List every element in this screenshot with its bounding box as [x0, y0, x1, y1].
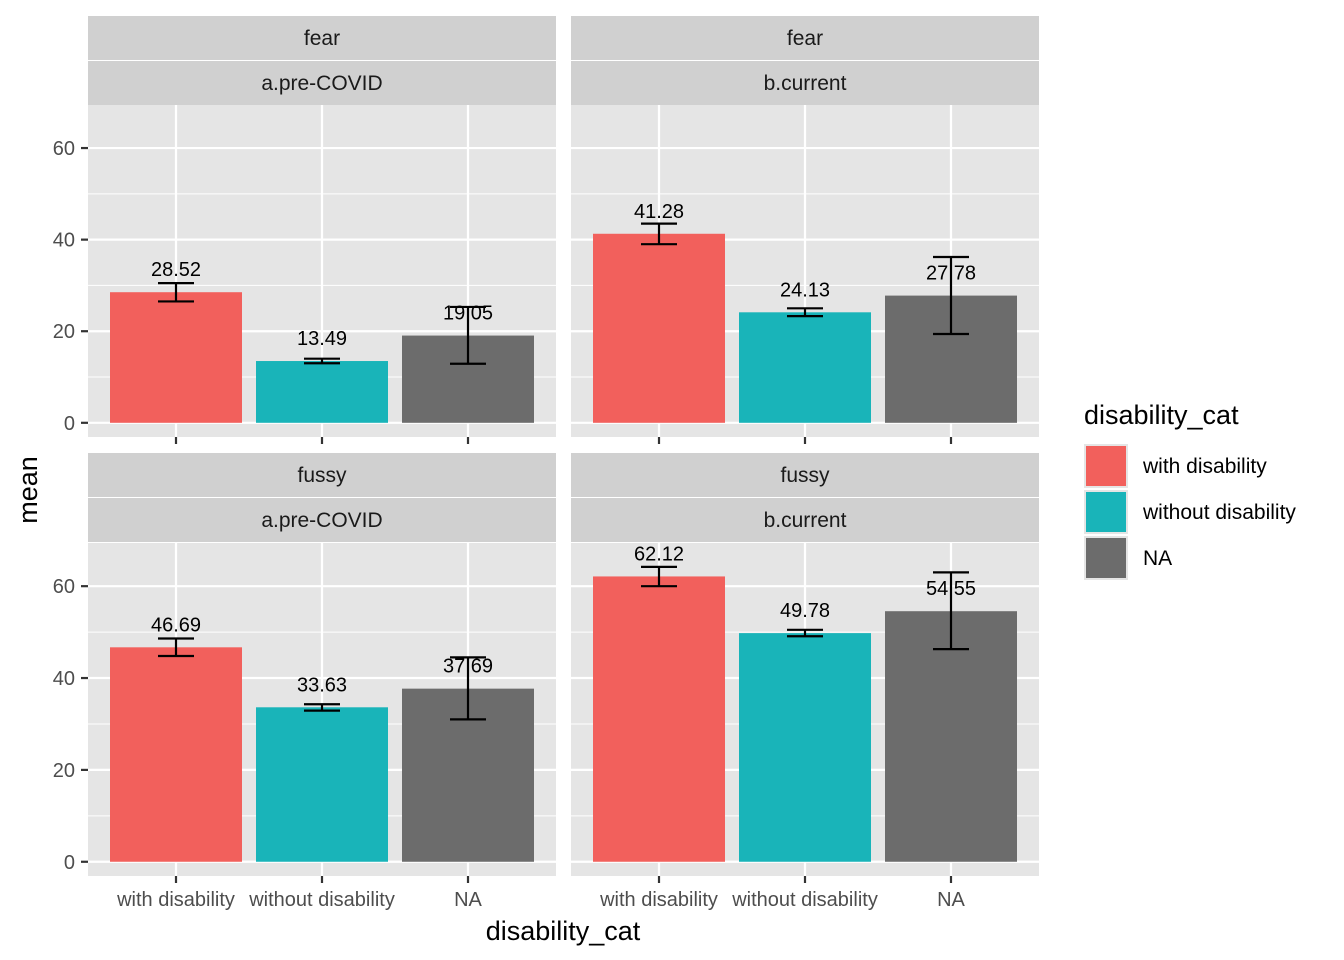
strip-label-period: a.pre-COVID	[261, 72, 382, 95]
error-bar	[158, 282, 194, 303]
legend-label-without-disability: without disability	[1142, 501, 1296, 524]
error-bar	[304, 357, 340, 365]
data-label: 27.78	[926, 263, 976, 285]
strip-label-period: b.current	[764, 72, 847, 95]
error-bar	[304, 703, 340, 712]
strip-label-variable: fussy	[780, 464, 830, 487]
y-tick-label: 40	[53, 668, 75, 690]
x-tick-label: without disability	[731, 889, 878, 911]
x-axis-title: disability_cat	[486, 916, 641, 946]
data-label: 46.69	[151, 614, 201, 636]
bar	[593, 576, 725, 862]
y-tick-label: 20	[53, 760, 75, 782]
panel-4: fussy b.current 62.12 49.78 54.55	[571, 453, 1039, 876]
y-tick-label: 20	[53, 321, 75, 343]
strip-label-variable: fear	[787, 27, 823, 50]
error-bar	[450, 305, 486, 365]
error-bar	[933, 255, 969, 336]
y-tick-label: 0	[64, 413, 75, 435]
data-label: 49.78	[780, 600, 830, 622]
data-label: 33.63	[297, 674, 347, 696]
legend-swatch-na	[1086, 538, 1126, 578]
legend-label-with-disability: with disability	[1142, 455, 1267, 478]
strip-background	[571, 61, 1039, 105]
strip-background	[88, 16, 556, 60]
panel-3: fussy a.pre-COVID 46.69 33.63 37.69	[88, 453, 556, 876]
x-tick-label: NA	[454, 889, 482, 911]
y-tick-label: 60	[53, 138, 75, 160]
data-label: 28.52	[151, 259, 201, 281]
panel-2: fear b.current 41.28 24.13 27.78	[571, 16, 1039, 437]
error-bar	[641, 565, 677, 588]
strip-label-variable: fussy	[297, 464, 347, 487]
bar	[593, 233, 725, 423]
strip-background	[88, 453, 556, 497]
bar	[739, 312, 871, 423]
data-label: 54.55	[926, 578, 976, 600]
x-tick-label: without disability	[248, 889, 395, 911]
bar	[739, 633, 871, 862]
data-label: 41.28	[634, 201, 684, 223]
legend-swatch-with-disability	[1086, 446, 1126, 486]
strip-label-variable: fear	[304, 27, 340, 50]
strip-background	[571, 498, 1039, 542]
data-label: 13.49	[297, 328, 347, 350]
strip-background	[88, 498, 556, 542]
x-tick-label: NA	[937, 889, 965, 911]
x-tick-label: with disability	[116, 889, 235, 911]
data-label: 62.12	[634, 543, 684, 565]
strip-background	[571, 16, 1039, 60]
legend-title: disability_cat	[1084, 400, 1239, 430]
bar	[885, 611, 1017, 862]
error-bar	[641, 222, 677, 246]
error-bar	[787, 307, 823, 318]
strip-label-period: b.current	[764, 509, 847, 532]
y-tick-label: 40	[53, 230, 75, 252]
bar	[110, 647, 242, 862]
bar	[256, 361, 388, 423]
strip-background	[571, 453, 1039, 497]
error-bar	[450, 656, 486, 721]
y-tick-label: 60	[53, 576, 75, 598]
data-label: 24.13	[780, 279, 830, 301]
strip-label-period: a.pre-COVID	[261, 509, 382, 532]
panel-1: fear a.pre-COVID 28.52 13.49 19.05	[88, 16, 556, 437]
strip-background	[88, 61, 556, 105]
error-bar	[933, 571, 969, 651]
data-label: 19.05	[443, 303, 493, 325]
x-tick-label: with disability	[599, 889, 718, 911]
data-label: 37.69	[443, 656, 493, 678]
legend-label-na: NA	[1143, 547, 1172, 570]
axes-layer: 0 20 40 60 0 20 40 60 with disability without dis…	[53, 138, 966, 911]
panels-layer: fear a.pre-COVID 28.52 13.49 19.05 fear b.curr…	[88, 16, 1039, 876]
bar	[110, 292, 242, 423]
y-tick-label: 0	[64, 852, 75, 874]
legend: disability_cat with disability without d…	[1084, 400, 1296, 580]
error-bar	[787, 628, 823, 638]
bar	[256, 707, 388, 862]
y-axis-title: mean	[13, 456, 43, 524]
error-bar	[158, 637, 194, 658]
legend-swatch-without-disability	[1086, 492, 1126, 532]
